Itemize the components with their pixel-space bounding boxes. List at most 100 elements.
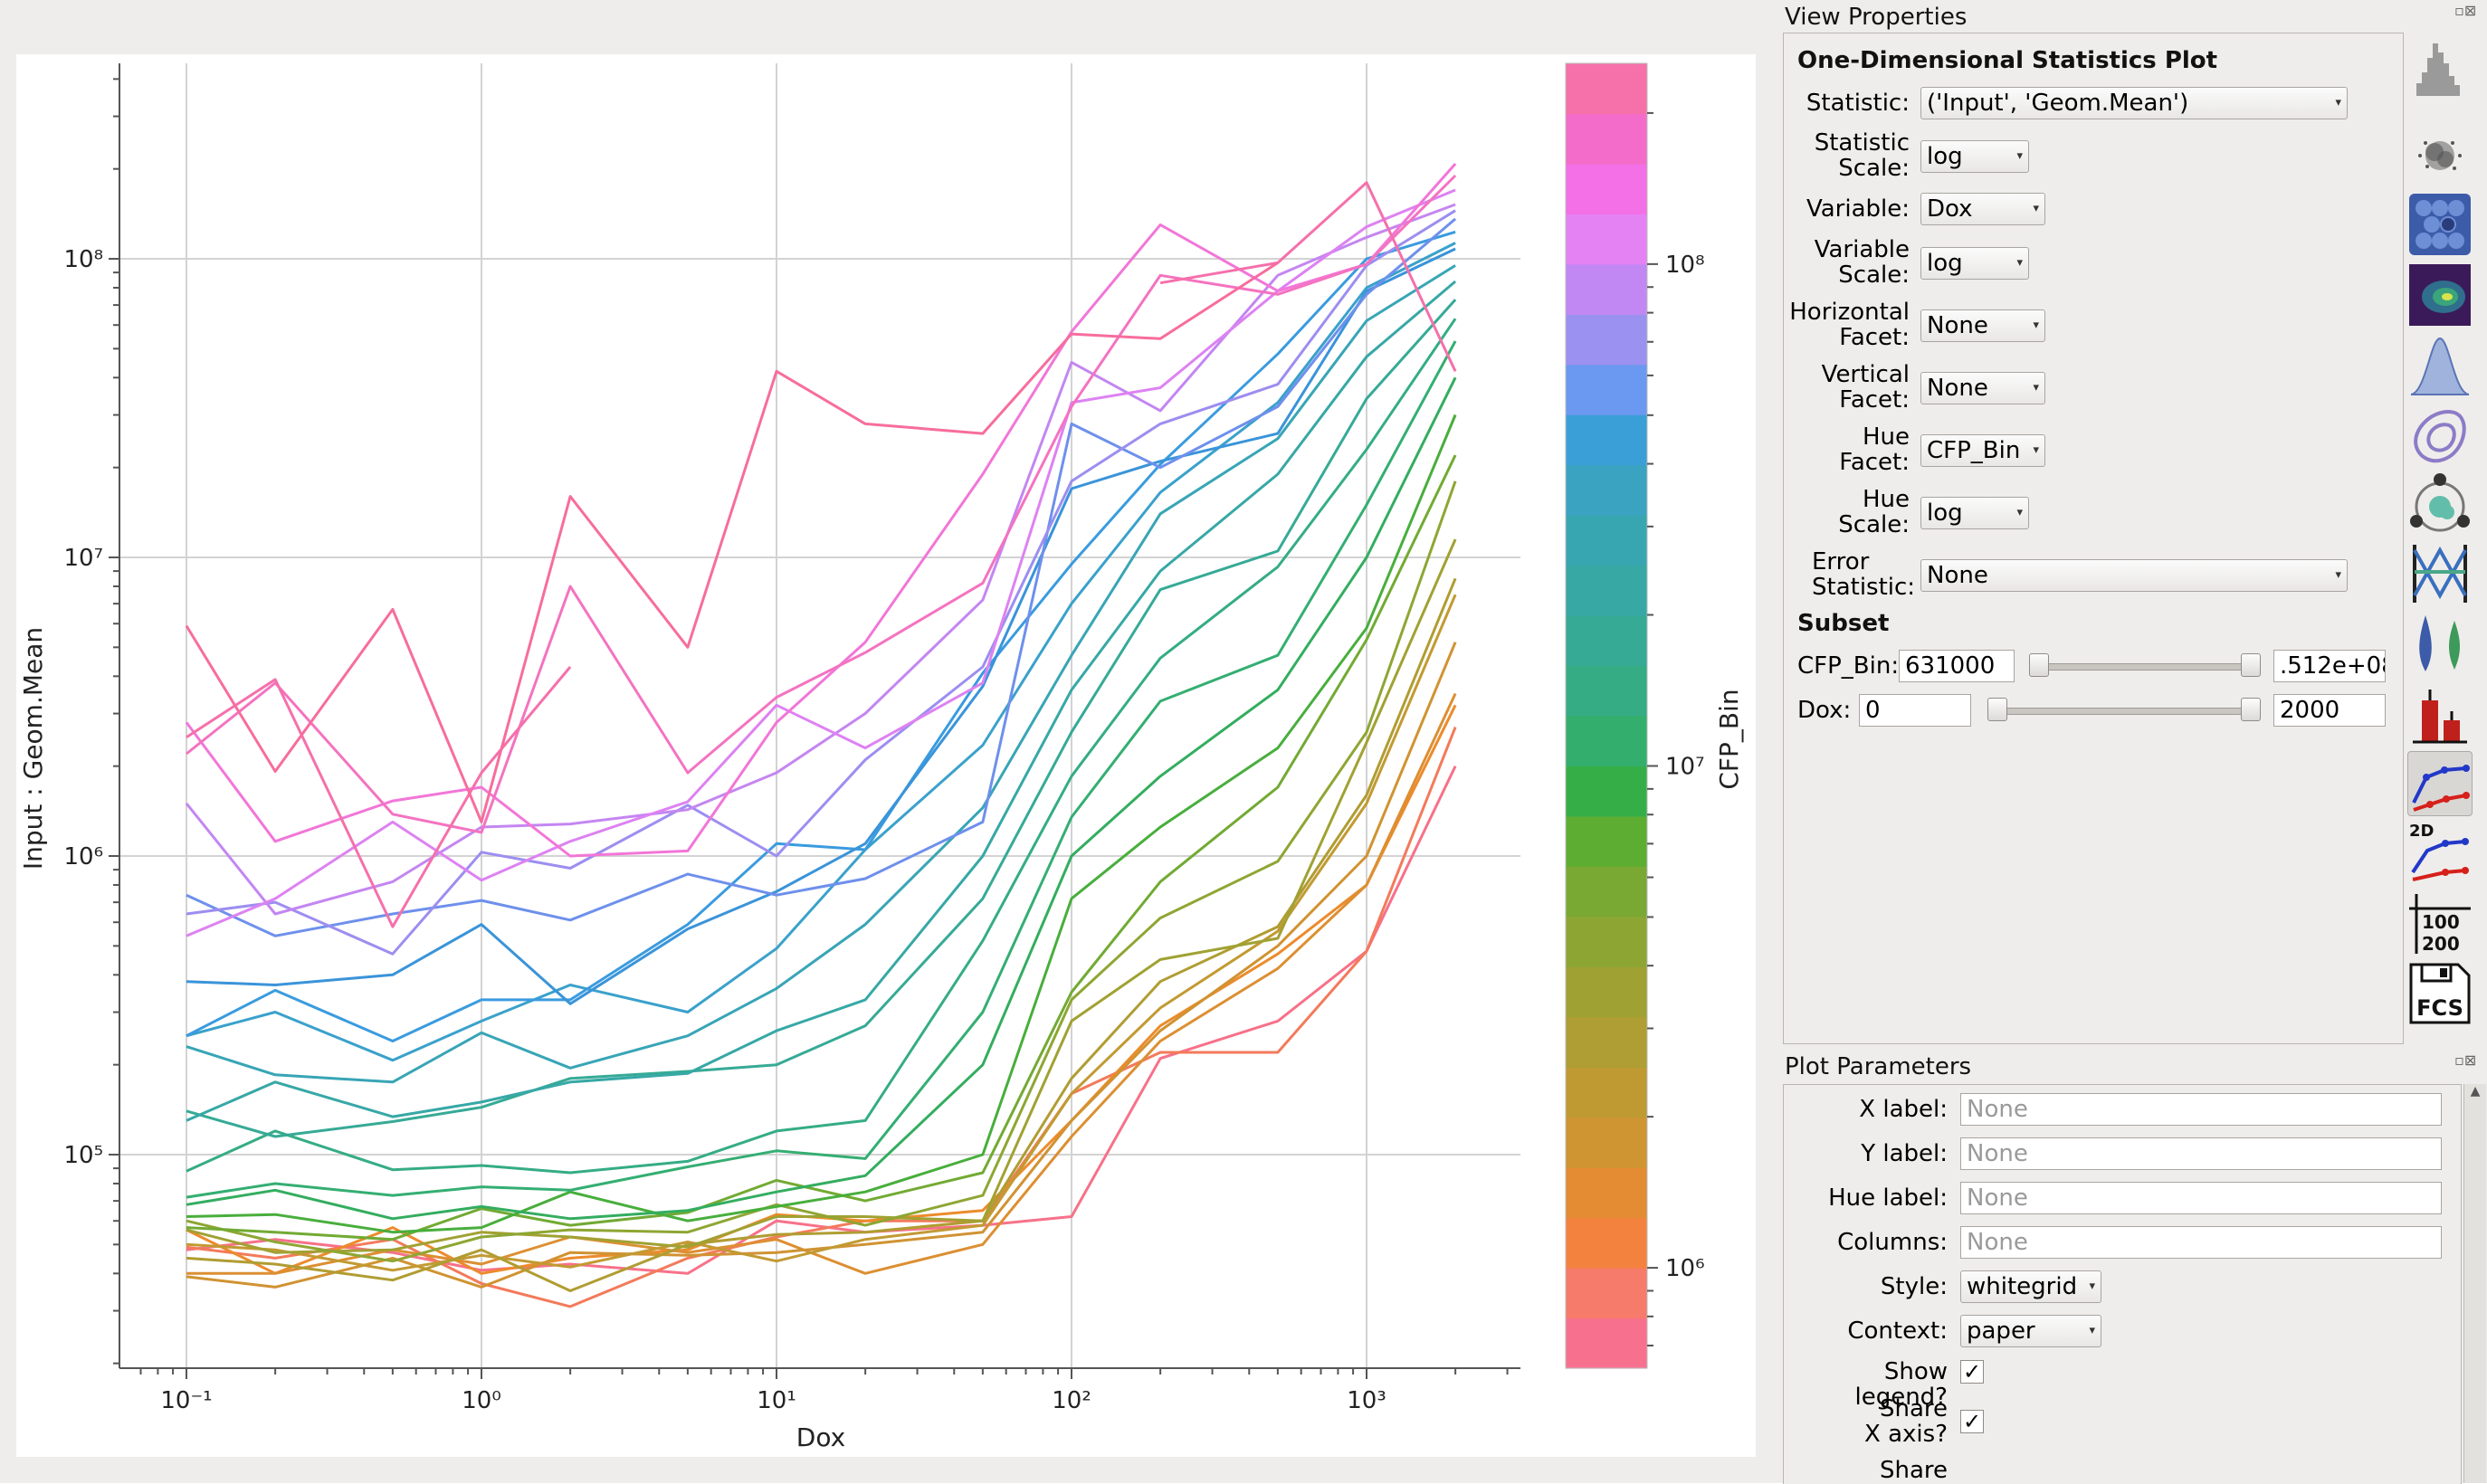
variable-scale-combo[interactable]: log ▾ <box>1920 247 2029 280</box>
columns-field[interactable]: None <box>1960 1226 2442 1259</box>
colorbar-band <box>1566 565 1647 616</box>
plot-parameters-title: Plot Parameters <box>1785 1053 1972 1080</box>
histogram-plot-button[interactable] <box>2407 36 2473 101</box>
columns-label: Columns: <box>1837 1229 1948 1256</box>
hue-label-field[interactable]: None <box>1960 1182 2442 1214</box>
y-label-field[interactable]: None <box>1960 1137 2442 1170</box>
colorbar-band <box>1566 314 1647 366</box>
cfp-bin-max-field[interactable]: .512e+08 <box>2273 650 2386 682</box>
vertical-facet-label: Vertical Facet: <box>1821 361 1910 414</box>
x-label-label: X label: <box>1859 1096 1948 1123</box>
series-line <box>186 642 1457 1289</box>
series-line <box>186 538 1457 1254</box>
series-line <box>186 692 1457 1275</box>
violin-icon <box>2419 615 2460 671</box>
style-combo[interactable]: whitegrid ▾ <box>1960 1270 2101 1303</box>
stats-2d-plot-button[interactable]: 2D <box>2407 820 2473 885</box>
vertical-facet-combo[interactable]: None ▾ <box>1920 372 2045 404</box>
kde-2d-plot-button[interactable] <box>2407 402 2473 467</box>
colorbar-band <box>1566 766 1647 817</box>
scatterplot-button[interactable] <box>2407 123 2473 188</box>
bar-chart-button[interactable] <box>2407 680 2473 746</box>
colorbar-band <box>1566 1167 1647 1219</box>
hexbin-plot-button[interactable] <box>2407 192 2473 257</box>
stats-1d-plot-button[interactable] <box>2407 751 2473 816</box>
colorbar-band <box>1566 716 1647 767</box>
cfp-bin-slider-track[interactable] <box>2036 663 2255 671</box>
series-line <box>186 188 1456 937</box>
dox-slider-min-handle[interactable] <box>1987 698 2007 721</box>
dock-buttons[interactable]: ▫⊠ <box>2454 2 2477 19</box>
series-line <box>186 209 1456 956</box>
cfp-bin-slider-min-handle[interactable] <box>2029 653 2049 677</box>
y-tick-label: 10⁶ <box>63 843 103 870</box>
series-line <box>186 340 1457 1199</box>
histogram-icon <box>2416 43 2460 96</box>
series-line <box>185 262 1279 823</box>
density-2d-plot-button[interactable] <box>2407 262 2473 328</box>
kde-1d-plot-button[interactable] <box>2407 333 2473 398</box>
colorbar-band <box>1566 263 1647 315</box>
x-tick-label: 10⁰ <box>462 1387 501 1414</box>
share-x-checkbox[interactable]: ✓ <box>1960 1410 1984 1433</box>
scroll-up-arrow-icon[interactable]: ▲ <box>2470 1084 2481 1099</box>
dox-slider-max-handle[interactable] <box>2241 698 2261 721</box>
series-line <box>186 247 1456 1005</box>
x-axis-label: Dox <box>796 1422 845 1452</box>
density-icon <box>2409 264 2471 326</box>
series-line <box>185 163 1457 858</box>
series-line <box>186 299 1457 1138</box>
colorbar-band <box>1566 1016 1647 1068</box>
violin-bee-plot-button[interactable] <box>2407 471 2473 536</box>
hue-scale-combo[interactable]: log ▾ <box>1920 497 2029 529</box>
error-statistic-combo[interactable]: None ▾ <box>1920 559 2348 592</box>
scatter-icon <box>2418 141 2462 170</box>
table-icon-label-1: 100 <box>2422 911 2460 933</box>
table-view-button[interactable]: 100 200 <box>2407 890 2473 956</box>
series-line <box>186 264 1456 1084</box>
colorbar-band <box>1566 1067 1647 1118</box>
parallel-coordinates-icon <box>2413 545 2467 603</box>
dox-max-field[interactable]: 2000 <box>2273 694 2386 727</box>
show-legend-checkbox[interactable]: ✓ <box>1960 1360 1984 1384</box>
export-fcs-button[interactable]: FCS <box>2407 961 2473 1026</box>
colorbar-band <box>1566 515 1647 566</box>
context-combo[interactable]: paper ▾ <box>1960 1315 2101 1347</box>
colorbar-band <box>1566 163 1647 214</box>
plot-canvas: 10⁻¹ 10⁰ 10¹ 10² 10³ 10⁵ 10⁶ 10⁷ 10⁸ 10⁶ 10⁷ 10⁸ D… <box>0 0 1774 1483</box>
colorbar-band <box>1566 966 1647 1018</box>
plot-parameters-scrollbar[interactable]: ▲ <box>2463 1084 2486 1483</box>
hue-facet-combo[interactable]: CFP_Bin ▾ <box>1920 434 2045 467</box>
stats-2d-icon: 2D <box>2409 822 2469 881</box>
colorbar-band <box>1566 113 1647 165</box>
view-properties-title: View Properties <box>1785 4 1968 31</box>
cfp-bin-slider-max-handle[interactable] <box>2241 653 2261 677</box>
table-icon-label-2: 200 <box>2422 933 2460 955</box>
dox-slider-track[interactable] <box>1995 708 2255 715</box>
colorbar-band <box>1566 615 1647 667</box>
series-line <box>186 414 1457 1234</box>
plot-parameters-dock-buttons[interactable]: ▫⊠ <box>2454 1051 2477 1069</box>
colorbar-outline <box>1565 62 1648 1369</box>
colorbar-band <box>1566 1117 1647 1168</box>
horizontal-facet-combo[interactable]: None ▾ <box>1920 309 2045 342</box>
show-legend-label: Show legend? <box>1854 1358 1948 1411</box>
variable-combo[interactable]: Dox ▾ <box>1920 193 2045 225</box>
statistic-scale-label: Statistic Scale: <box>1814 129 1910 182</box>
share-y-label: Share <box>1879 1458 1948 1483</box>
colorbar-band <box>1566 214 1647 265</box>
statistic-combo[interactable]: ('Input', 'Geom.Mean') ▾ <box>1920 87 2348 119</box>
colorbar-label: CFP_Bin <box>1714 689 1744 789</box>
x-label-field[interactable]: None <box>1960 1093 2442 1126</box>
parallel-coordinates-button[interactable] <box>2407 541 2473 606</box>
colorbar-band <box>1566 665 1647 717</box>
dox-min-field[interactable]: 0 <box>1859 694 1971 727</box>
colorbar-band <box>1566 1217 1647 1269</box>
series-line <box>185 203 1456 916</box>
violin-plot-button[interactable] <box>2407 612 2473 677</box>
variable-scale-label: Variable Scale: <box>1814 236 1910 289</box>
cfp-bin-min-field[interactable]: 631000 <box>1899 650 2015 682</box>
x-tick-label: 10⁻¹ <box>160 1387 212 1414</box>
statistic-scale-combo[interactable]: log ▾ <box>1920 140 2029 173</box>
